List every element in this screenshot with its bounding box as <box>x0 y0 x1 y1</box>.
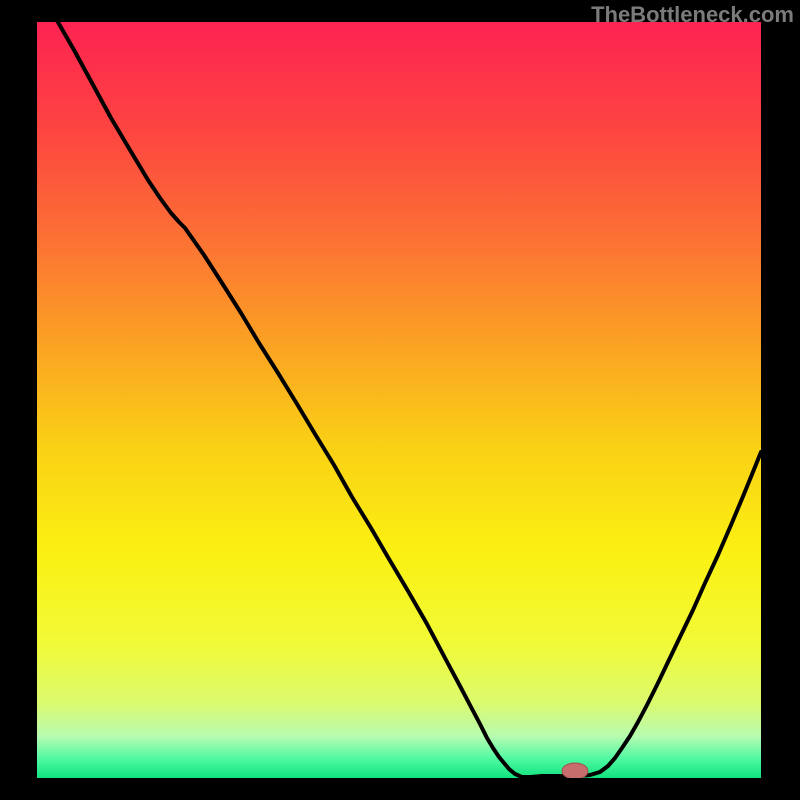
watermark-text: TheBottleneck.com <box>591 2 794 28</box>
chart-canvas <box>0 0 800 800</box>
optimal-marker <box>562 763 588 779</box>
plot-gradient-background <box>37 22 761 778</box>
bottleneck-chart: TheBottleneck.com <box>0 0 800 800</box>
